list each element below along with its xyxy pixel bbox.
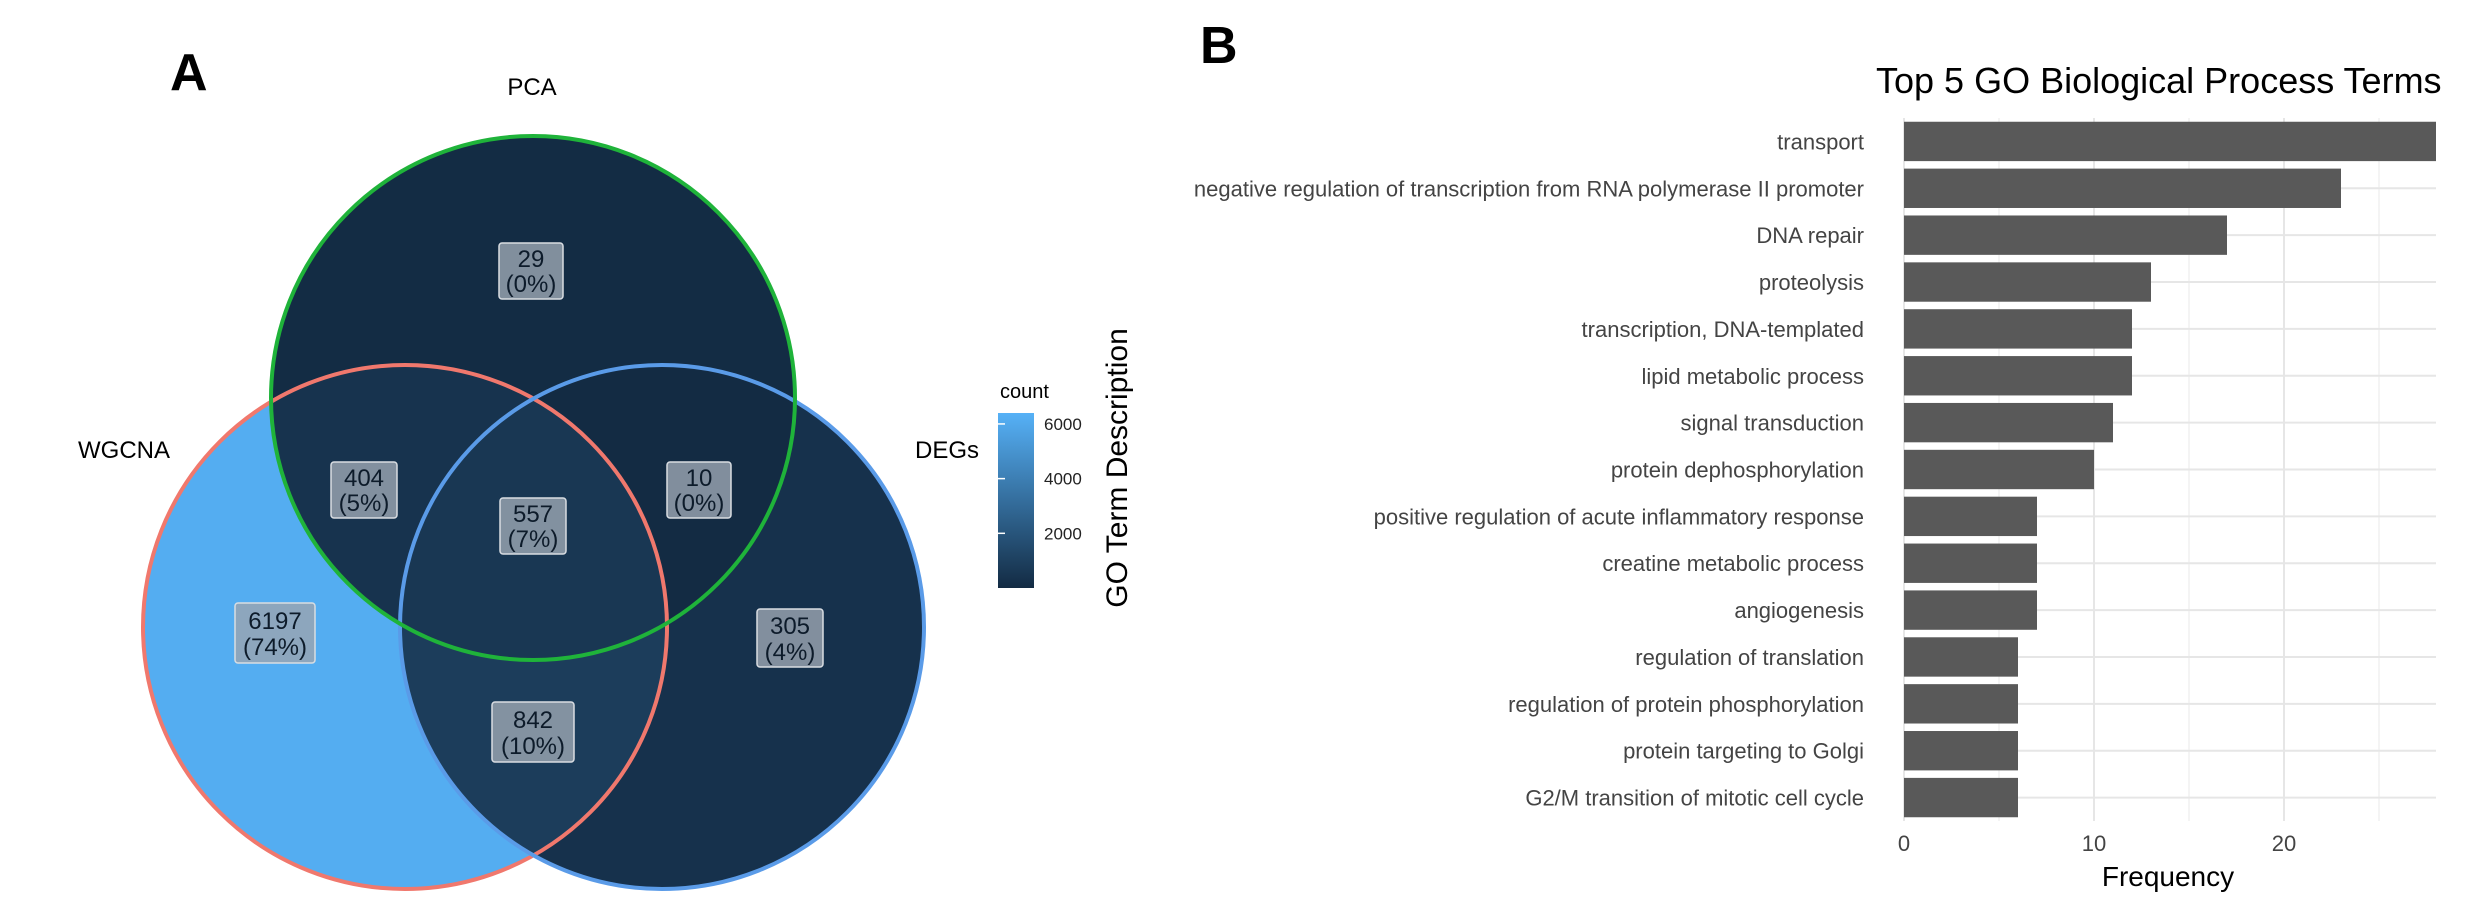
set-label-pca: PCA — [507, 74, 556, 101]
region-label-wgcna-degs: 842 (10%) — [491, 701, 575, 763]
x-axis-label: Frequency — [2102, 861, 2234, 892]
category-label: creatine metabolic process — [1602, 551, 1864, 576]
bar — [1904, 215, 2227, 255]
category-label: negative regulation of transcription fro… — [1194, 176, 1864, 201]
region-count: 557 — [513, 501, 553, 528]
bar — [1904, 777, 2018, 818]
region-label-all-three: 557 (7%) — [499, 497, 567, 555]
bar — [1904, 731, 2018, 771]
region-percent: (0%) — [674, 490, 725, 517]
x-tick-label: 10 — [2082, 831, 2106, 856]
category-label: positive regulation of acute inflammator… — [1374, 504, 1864, 529]
bar — [1904, 590, 2037, 630]
category-label: signal transduction — [1681, 411, 1864, 436]
category-label: lipid metabolic process — [1641, 364, 1864, 389]
region-count: 6197 — [248, 608, 301, 635]
bar — [1904, 449, 2094, 490]
category-label: protein dephosphorylation — [1611, 458, 1864, 483]
venn-panel: A PCA WGCNA DEGs 29 (0%) — [78, 44, 1134, 891]
region-percent: (10%) — [501, 733, 565, 760]
category-label: protein targeting to Golgi — [1623, 739, 1864, 764]
legend-colorbar — [998, 413, 1034, 588]
category-labels: transport negative regulation of transcri… — [1194, 129, 1864, 810]
x-tick-label: 0 — [1898, 831, 1910, 856]
category-label: regulation of translation — [1635, 645, 1864, 670]
count-legend: count 6000 4000 2000 — [998, 381, 1082, 588]
region-percent: (4%) — [765, 639, 816, 666]
region-label-pca-degs: 10 (0%) — [666, 461, 732, 519]
legend-tick-label: 6000 — [1044, 415, 1082, 434]
bar — [1904, 168, 2341, 208]
region-count: 305 — [770, 613, 810, 640]
region-percent: (74%) — [243, 634, 307, 661]
wgcna-circle-outline — [141, 363, 669, 891]
x-tick-label: 20 — [2272, 831, 2296, 856]
bar — [1904, 543, 2037, 583]
bar — [1904, 637, 2018, 677]
category-label: proteolysis — [1759, 270, 1864, 295]
region-percent: (5%) — [339, 490, 390, 517]
region-percent: (0%) — [506, 271, 557, 298]
panel-a-letter: A — [170, 44, 208, 102]
x-axis-ticks: 0 10 20 — [1898, 831, 2296, 856]
region-label-wgcna-only: 6197 (74%) — [234, 602, 316, 664]
region-count: 10 — [686, 465, 713, 492]
region-count: 29 — [518, 246, 545, 273]
category-label: transport — [1777, 129, 1864, 154]
degs-circle-outline — [398, 363, 926, 891]
region-label-pca-only: 29 (0%) — [498, 242, 564, 300]
region-label-wgcna-pca: 404 (5%) — [330, 461, 398, 519]
bar — [1904, 356, 2132, 396]
legend-tick-label: 2000 — [1044, 524, 1082, 543]
bar — [1904, 402, 2113, 443]
category-label: regulation of protein phosphorylation — [1508, 692, 1864, 717]
chart-title: Top 5 GO Biological Process Terms — [1876, 60, 2442, 101]
legend-tick-label: 4000 — [1044, 470, 1082, 489]
bar — [1904, 262, 2151, 302]
legend-ticks: 6000 4000 2000 — [998, 415, 1082, 543]
region-percent: (7%) — [508, 526, 559, 553]
bar — [1904, 121, 2436, 162]
region-count: 404 — [344, 465, 384, 492]
set-label-degs: DEGs — [915, 437, 979, 464]
venn-regions: PCA WGCNA DEGs 29 (0%) 404 (5%) 10 (0%) — [78, 74, 979, 891]
category-label: G2/M transition of mitotic cell cycle — [1525, 786, 1864, 811]
bar-panel: B Top 5 GO Biological Process Terms tran… — [1194, 17, 2442, 892]
pca-circle-outline — [269, 134, 797, 662]
set-label-wgcna: WGCNA — [78, 437, 170, 464]
region-label-degs-only: 305 (4%) — [756, 608, 824, 668]
bar — [1904, 309, 2132, 349]
category-label: angiogenesis — [1734, 598, 1864, 623]
category-label: DNA repair — [1756, 223, 1864, 248]
go-term-description-title: GO Term Description — [1101, 328, 1134, 608]
category-label: transcription, DNA-templated — [1582, 317, 1864, 342]
bar — [1904, 684, 2018, 724]
region-count: 842 — [513, 707, 553, 734]
panel-b-letter: B — [1200, 17, 1238, 75]
chart-bars — [1904, 121, 2436, 818]
legend-title: count — [1000, 381, 1049, 403]
bar — [1904, 496, 2037, 537]
